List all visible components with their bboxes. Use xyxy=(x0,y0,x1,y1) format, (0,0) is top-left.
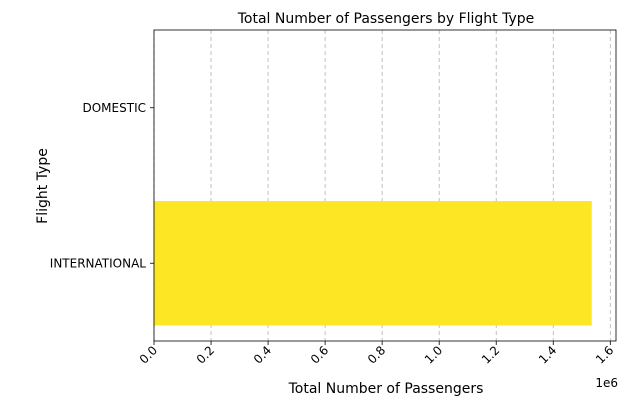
x-tick-label: 0.0 xyxy=(137,343,160,366)
bars xyxy=(154,201,592,326)
x-axis-ticks: 0.0 0.2 0.4 0.6 0.8 1.0 1.2 1.4 1.6 xyxy=(137,341,616,367)
x-tick-label: 0.6 xyxy=(308,343,331,366)
x-tick-label: 0.2 xyxy=(194,343,217,366)
x-tick-label: 1.2 xyxy=(479,343,502,366)
y-tick-label: INTERNATIONAL xyxy=(50,256,147,270)
y-axis-label: Flight Type xyxy=(35,148,51,224)
x-tick-label: 1.4 xyxy=(536,343,559,366)
y-tick-label: DOMESTIC xyxy=(83,101,147,115)
plot-frame xyxy=(153,29,617,342)
x-tick-label: 1.0 xyxy=(422,343,445,366)
y-axis-ticks: INTERNATIONAL DOMESTIC xyxy=(50,101,154,270)
x-tick-label: 0.8 xyxy=(365,343,388,366)
x-axis-offset-label: 1e6 xyxy=(595,376,618,390)
bar-international xyxy=(154,201,592,326)
x-tick-label: 1.6 xyxy=(593,343,616,366)
chart-title: Total Number of Passengers by Flight Typ… xyxy=(237,11,535,27)
x-tick-label: 0.4 xyxy=(251,343,274,366)
x-axis-label: Total Number of Passengers xyxy=(288,381,484,397)
grid-lines xyxy=(153,30,611,341)
